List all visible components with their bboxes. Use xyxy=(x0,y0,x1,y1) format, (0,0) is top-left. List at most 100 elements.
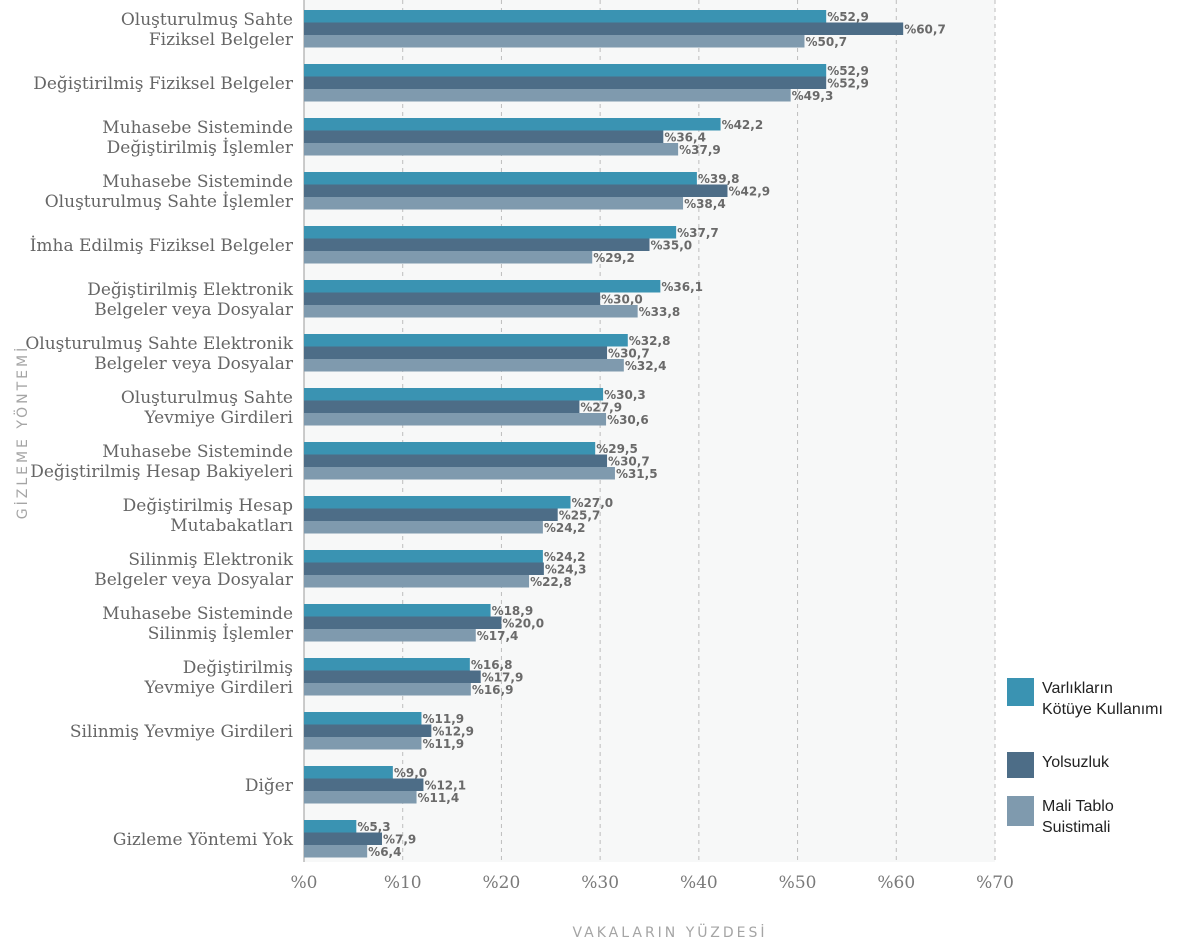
bar xyxy=(304,22,904,35)
data-label: %12,9 xyxy=(432,724,474,738)
bar xyxy=(304,400,580,413)
bar xyxy=(304,76,827,89)
data-label: %16,9 xyxy=(472,683,514,697)
category-label: Muhasebe Sisteminde xyxy=(102,604,293,624)
data-label: %16,8 xyxy=(471,658,513,672)
category-label: Değiştirilmiş Elektronik xyxy=(87,280,293,300)
category-label: Silinmiş Elektronik xyxy=(128,550,293,570)
bar xyxy=(304,388,604,401)
bar xyxy=(304,670,481,683)
bar xyxy=(304,550,543,563)
data-label: %22,8 xyxy=(530,575,572,589)
category-label: Oluşturulmuş Sahte Elektronik xyxy=(25,334,293,354)
x-tick-label: %50 xyxy=(779,873,817,893)
x-tick-label: %30 xyxy=(581,873,619,893)
data-label: %27,9 xyxy=(580,400,622,414)
data-label: %6,4 xyxy=(368,845,401,859)
category-label: Değiştirilmiş Hesap xyxy=(123,496,293,516)
bar xyxy=(304,238,650,251)
x-tick-label: %20 xyxy=(483,873,521,893)
bar xyxy=(304,172,697,185)
data-label: %30,3 xyxy=(604,388,646,402)
data-label: %52,9 xyxy=(827,64,869,78)
data-label: %36,1 xyxy=(661,280,703,294)
category-label: Değiştirilmiş İşlemler xyxy=(107,137,294,158)
bar xyxy=(304,616,502,629)
category-label: Gizleme Yöntemi Yok xyxy=(113,830,294,850)
data-label: %24,2 xyxy=(544,521,586,535)
data-label: %11,9 xyxy=(422,737,464,751)
bar xyxy=(304,778,424,791)
data-label: %24,3 xyxy=(545,562,587,576)
data-label: %42,9 xyxy=(728,184,770,198)
bar xyxy=(304,508,558,521)
legend-label: Mali Tablo xyxy=(1042,798,1114,815)
bar xyxy=(304,562,544,575)
data-label: %38,4 xyxy=(684,197,726,211)
category-label: Yevmiye Girdileri xyxy=(143,408,293,428)
bar xyxy=(304,413,607,426)
bar xyxy=(304,280,661,293)
legend-label: Kötüye Kullanımı xyxy=(1042,701,1163,718)
x-tick-label: %70 xyxy=(976,873,1014,893)
category-label: Mutabakatları xyxy=(170,516,293,536)
bar xyxy=(304,724,432,737)
bar xyxy=(304,305,638,318)
x-tick-label: %60 xyxy=(877,873,915,893)
bar xyxy=(304,604,491,617)
data-label: %39,8 xyxy=(698,172,740,186)
category-label: Silinmiş İşlemler xyxy=(148,623,294,644)
bar xyxy=(304,292,601,305)
x-tick-label: %40 xyxy=(680,873,718,893)
category-label: Değiştirilmiş xyxy=(183,658,293,678)
bar xyxy=(304,197,684,210)
bar xyxy=(304,658,470,671)
bar xyxy=(304,683,471,696)
bar xyxy=(304,629,476,642)
data-label: %30,7 xyxy=(608,346,650,360)
data-label: %30,0 xyxy=(601,292,643,306)
data-label: %32,4 xyxy=(625,359,667,373)
data-label: %7,9 xyxy=(383,832,416,846)
bar xyxy=(304,820,357,833)
data-label: %31,5 xyxy=(616,467,658,481)
bar xyxy=(304,184,728,197)
bar xyxy=(304,10,827,23)
bar xyxy=(304,359,624,372)
category-label: Değiştirilmiş Fiziksel Belgeler xyxy=(33,74,294,94)
data-label: %37,7 xyxy=(677,226,719,240)
category-label: Yevmiye Girdileri xyxy=(143,678,293,698)
x-tick-label: %0 xyxy=(291,873,318,893)
data-label: %9,0 xyxy=(394,766,427,780)
data-label: %35,0 xyxy=(651,238,693,252)
legend-swatch xyxy=(1007,752,1034,778)
bar xyxy=(304,496,571,509)
data-label: %37,9 xyxy=(679,143,721,157)
category-label: Belgeler veya Dosyalar xyxy=(94,354,294,374)
x-tick-label: %10 xyxy=(384,873,422,893)
legend-label: Varlıkların xyxy=(1042,680,1113,697)
data-label: %32,8 xyxy=(629,334,671,348)
bar xyxy=(304,832,382,845)
data-label: %12,1 xyxy=(424,778,466,792)
category-label: İmha Edilmiş Fiziksel Belgeler xyxy=(30,235,294,256)
bar xyxy=(304,791,417,804)
data-label: %17,4 xyxy=(477,629,519,643)
data-label: %11,9 xyxy=(422,712,464,726)
data-label: %42,2 xyxy=(722,118,764,132)
data-label: %30,7 xyxy=(608,454,650,468)
bar xyxy=(304,130,664,143)
data-label: %52,9 xyxy=(827,10,869,24)
category-label: Belgeler veya Dosyalar xyxy=(94,300,294,320)
legend-label: Suistimali xyxy=(1042,819,1110,836)
bar xyxy=(304,712,422,725)
category-label: Değiştirilmiş Hesap Bakiyeleri xyxy=(30,462,293,482)
data-label: %33,8 xyxy=(639,305,681,319)
bar xyxy=(304,226,677,239)
y-axis-title: GİZLEME YÖNTEMİ xyxy=(13,345,31,519)
data-label: %60,7 xyxy=(904,22,946,36)
bar xyxy=(304,766,393,779)
bar xyxy=(304,334,628,347)
